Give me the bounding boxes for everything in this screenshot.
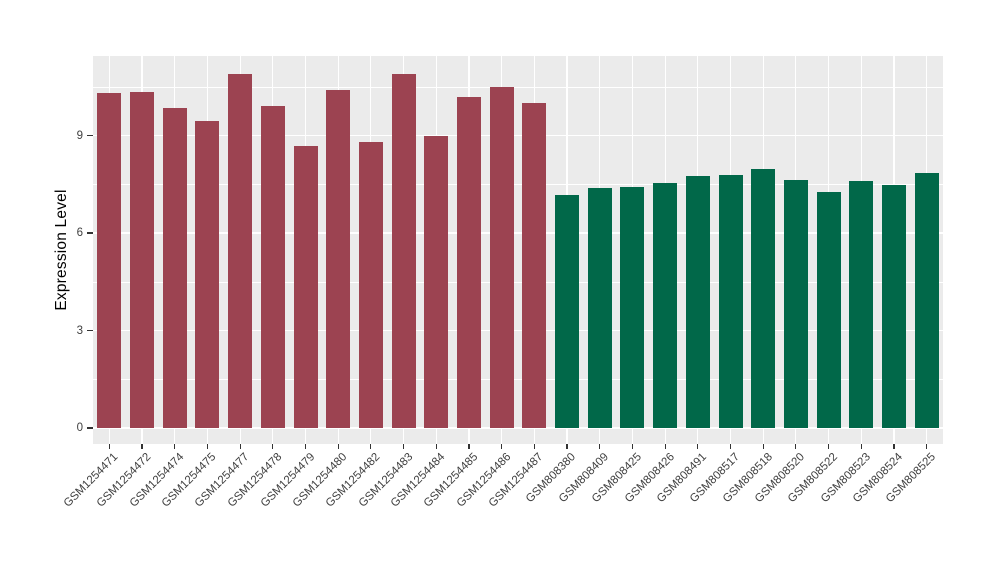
x-tick-mark [762, 444, 764, 449]
x-tick-mark [893, 444, 895, 449]
x-tick-mark [795, 444, 797, 449]
x-tick-mark [533, 444, 535, 449]
x-tick-mark [599, 444, 601, 449]
bar-GSM1254475 [195, 120, 220, 428]
major-gridline [93, 232, 943, 234]
bar-GSM1254482 [358, 141, 383, 428]
bar-GSM1254487 [522, 103, 547, 428]
bar-GSM808523 [849, 181, 874, 428]
bar-GSM808520 [783, 180, 808, 428]
bar-GSM808380 [555, 194, 580, 428]
bar-GSM1254472 [130, 91, 155, 428]
x-tick-mark [468, 444, 470, 449]
bar-GSM808525 [914, 173, 939, 428]
y-axis-title: Expression Level [53, 189, 70, 311]
x-tick-mark [501, 444, 503, 449]
bar-GSM808518 [751, 169, 776, 428]
x-tick-mark [664, 444, 666, 449]
x-tick-mark [337, 444, 339, 449]
bar-GSM1254477 [228, 74, 253, 428]
bar-GSM808517 [718, 174, 743, 428]
x-tick-mark [239, 444, 241, 449]
x-tick-mark [402, 444, 405, 449]
bar-GSM1254486 [489, 86, 514, 428]
major-gridline [93, 329, 943, 332]
x-tick-mark [108, 444, 110, 449]
bar-GSM808491 [685, 175, 710, 428]
x-tick-mark [827, 444, 830, 449]
x-tick-mark [860, 444, 862, 449]
bar-GSM1254471 [97, 93, 122, 428]
major-gridline [93, 134, 943, 137]
x-tick-mark [206, 444, 208, 449]
y-tick-mark [87, 134, 93, 137]
plot-panel [93, 56, 943, 444]
x-tick-mark [304, 444, 307, 449]
y-tick-mark [87, 329, 93, 332]
bar-GSM1254485 [456, 96, 481, 428]
y-tick-mark [87, 232, 93, 234]
y-tick-label: 3 [76, 324, 83, 337]
bar-GSM1254474 [162, 107, 187, 428]
x-tick-mark [435, 444, 437, 449]
bar-GSM1254483 [391, 73, 416, 428]
minor-gridline [93, 379, 943, 380]
x-tick-mark [174, 444, 176, 449]
bar-GSM808425 [620, 187, 645, 428]
x-tick-mark [141, 444, 143, 449]
x-tick-mark [729, 444, 732, 449]
y-tick-label: 0 [76, 422, 83, 434]
x-tick-mark [697, 444, 699, 449]
x-tick-mark [926, 444, 928, 449]
bar-GSM1254484 [424, 135, 449, 428]
x-tick-mark [272, 444, 274, 449]
bar-GSM1254479 [293, 145, 318, 428]
y-tick-mark [87, 427, 93, 429]
minor-gridline [93, 184, 943, 185]
minor-gridline [93, 281, 943, 283]
bar-GSM808426 [653, 182, 678, 428]
bar-GSM808522 [816, 191, 841, 428]
x-tick-mark [370, 444, 372, 449]
minor-gridline [93, 86, 943, 88]
x-tick-mark [631, 444, 633, 449]
bar-GSM808524 [881, 184, 906, 428]
y-tick-label: 9 [76, 129, 83, 142]
y-tick-label: 6 [76, 227, 83, 239]
major-gridline [93, 427, 943, 429]
x-tick-mark [566, 444, 568, 449]
bar-GSM1254480 [326, 90, 351, 428]
bar-GSM808409 [587, 188, 612, 428]
bar-GSM1254478 [260, 106, 285, 428]
